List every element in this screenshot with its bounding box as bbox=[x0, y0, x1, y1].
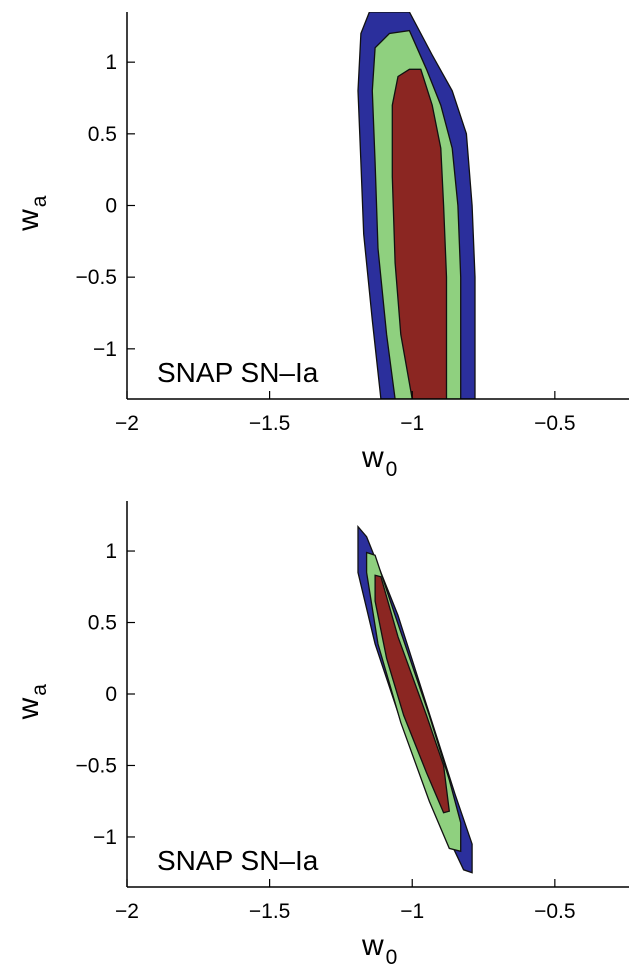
y-tick-label: −0.5 bbox=[76, 266, 117, 289]
x-tick-label: −0.5 bbox=[534, 412, 575, 435]
y-tick-label: 1 bbox=[105, 540, 117, 563]
y-tick-label: 1 bbox=[105, 51, 117, 74]
y-axis-title: wa bbox=[12, 684, 51, 721]
x-tick-label: −1.5 bbox=[249, 412, 290, 435]
y-tick-label: 0 bbox=[105, 683, 117, 706]
contour-regions bbox=[357, 524, 473, 874]
top-contour-panel: −2 −1.5 −1 −0.5 1 0.5 0 −0.5 −1 SNAP SN–Ia w0 wa bbox=[12, 12, 629, 481]
x-tick-label: −1 bbox=[400, 412, 424, 435]
x-tick-label: −2 bbox=[115, 900, 139, 923]
contour-inner bbox=[374, 574, 451, 814]
contour-inner bbox=[391, 68, 448, 399]
x-axis-title: w0 bbox=[361, 929, 397, 967]
x-tick-label: −1 bbox=[400, 900, 424, 923]
y-tick-label: 0.5 bbox=[88, 612, 117, 635]
y-tick-label: 0 bbox=[105, 195, 117, 218]
x-axis-title: w0 bbox=[361, 441, 397, 481]
x-tick-label: −0.5 bbox=[534, 900, 575, 923]
y-tick-label: −1 bbox=[93, 826, 117, 849]
x-tick-label: −2 bbox=[115, 412, 139, 435]
annotation-label: SNAP SN–Ia bbox=[157, 845, 319, 876]
x-tick-label: −1.5 bbox=[249, 900, 290, 923]
bottom-contour-panel: −2 −1.5 −1 −0.5 1 0.5 0 −0.5 −1 SNAP SN–Ia w0 wa bbox=[12, 501, 629, 967]
contour-regions bbox=[357, 12, 476, 399]
y-tick-label: −1 bbox=[93, 338, 117, 361]
y-axis-title: wa bbox=[12, 195, 51, 232]
y-tick-label: −0.5 bbox=[76, 754, 117, 777]
annotation-label: SNAP SN–Ia bbox=[157, 357, 319, 388]
y-tick-label: 0.5 bbox=[88, 123, 117, 146]
